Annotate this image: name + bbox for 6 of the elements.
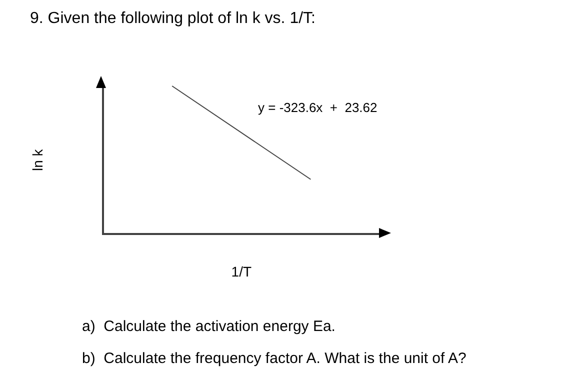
x-axis-title: 1/T	[231, 263, 252, 280]
chart-title: 9. Given the following plot of ln k vs. 1/T:	[30, 10, 316, 28]
y-axis-title: ln k	[29, 148, 46, 171]
text: b) Calculate the frequency factor A. What is the unit of A?	[82, 350, 466, 367]
text: a) Calculate the activation energy Ea.	[82, 318, 336, 335]
annotation: y = -323.6x + 23.62	[258, 100, 378, 115]
